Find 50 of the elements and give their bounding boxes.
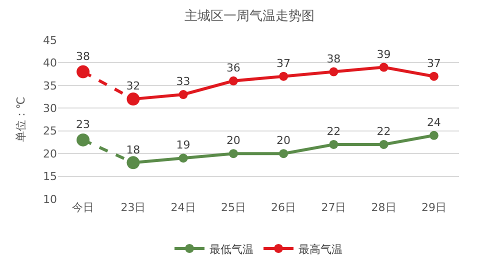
data-label: 33	[176, 75, 190, 88]
data-label: 20	[276, 134, 291, 148]
point	[228, 149, 238, 158]
x-tick-label: 今日	[72, 201, 94, 214]
y-tick-label: 35	[43, 79, 57, 92]
point	[178, 90, 188, 100]
y-tick-label: 40	[43, 56, 57, 70]
point	[329, 67, 338, 76]
y-tick-label: 25	[43, 124, 57, 138]
point	[329, 140, 338, 149]
data-label: 20	[226, 134, 240, 148]
data-label: 32	[126, 80, 140, 93]
point	[228, 76, 238, 86]
x-tick-label: 25日	[220, 201, 246, 214]
x-tick-label: 27日	[321, 201, 346, 214]
point	[429, 72, 438, 81]
data-label: 24	[426, 116, 441, 130]
y-tick-label: 15	[43, 170, 57, 184]
point	[76, 133, 90, 146]
data-label: 38	[326, 52, 341, 66]
y-tick-label: 10	[43, 192, 57, 206]
point	[279, 72, 288, 81]
data-label: 22	[326, 125, 341, 138]
x-tick-label: 26日	[271, 201, 296, 214]
data-label: 22	[376, 125, 391, 138]
data-label: 39	[376, 48, 391, 61]
x-tick-label: 23日	[120, 201, 146, 214]
data-label: 37	[426, 56, 441, 70]
point	[178, 154, 188, 163]
legend-label: 最高气温	[298, 242, 342, 256]
data-label: 23	[76, 118, 90, 132]
point	[429, 130, 438, 140]
point	[76, 65, 90, 78]
y-tick-label: 30	[43, 102, 57, 115]
x-tick-label: 24日	[170, 201, 196, 214]
y-tick-label: 20	[43, 147, 57, 160]
legend-label: 最低气温	[210, 242, 254, 256]
data-label: 19	[176, 138, 190, 152]
data-label: 18	[126, 143, 140, 156]
point	[279, 149, 288, 158]
y-tick-label: 45	[43, 34, 57, 47]
point	[379, 62, 388, 72]
x-tick-label: 29日	[421, 201, 446, 214]
data-label: 38	[76, 50, 90, 63]
chart-title: 主城区一周气温走势图	[184, 8, 314, 24]
data-label: 37	[276, 56, 291, 70]
data-label: 36	[226, 62, 240, 75]
y-axis-title: 单位：℃	[14, 96, 28, 142]
x-tick-label: 28日	[371, 201, 396, 214]
point	[379, 140, 388, 149]
